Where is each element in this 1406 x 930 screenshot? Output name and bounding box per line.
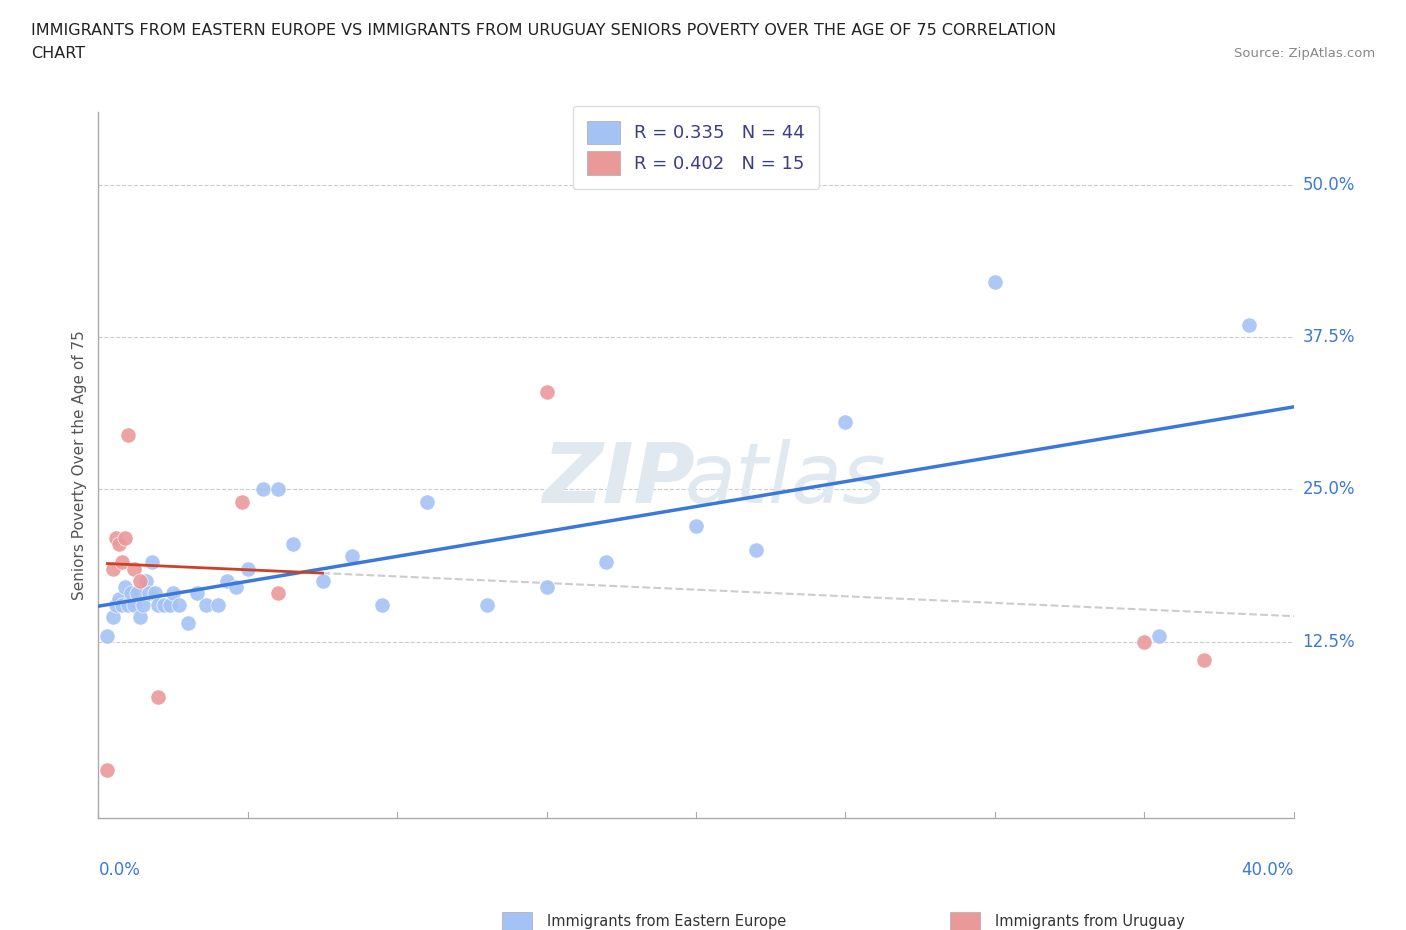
Point (267, 482, 290, 497)
Point (167, 598, 190, 613)
Point (342, 549, 364, 564)
Point (595, 555, 617, 570)
Point (186, 586, 208, 601)
Point (231, 494, 253, 509)
Point (1237, 317, 1260, 332)
Point (984, 274, 1007, 289)
Point (1192, 653, 1215, 668)
Point (120, 586, 142, 601)
Point (153, 598, 176, 613)
Point (96, 763, 118, 777)
Point (215, 573, 238, 588)
Point (745, 543, 768, 558)
Point (105, 531, 128, 546)
Point (311, 573, 333, 588)
Y-axis label: Seniors Poverty Over the Age of 75: Seniors Poverty Over the Age of 75 (72, 330, 87, 600)
Text: Immigrants from Eastern Europe: Immigrants from Eastern Europe (547, 914, 786, 929)
Text: 50.0%: 50.0% (1302, 176, 1355, 193)
Point (138, 586, 160, 601)
Text: CHART: CHART (31, 46, 84, 61)
Point (127, 586, 149, 601)
Point (475, 598, 498, 613)
Text: 25.0%: 25.0% (1302, 481, 1355, 498)
Point (117, 427, 139, 442)
Text: Immigrants from Uruguay: Immigrants from Uruguay (995, 914, 1184, 929)
Point (236, 561, 259, 576)
Point (536, 579, 558, 594)
Point (111, 598, 134, 613)
Point (114, 579, 136, 594)
Point (162, 586, 184, 601)
Point (1133, 634, 1156, 649)
Legend: R = 0.335   N = 44, R = 0.402   N = 15: R = 0.335 N = 44, R = 0.402 N = 15 (572, 107, 820, 189)
Point (416, 494, 439, 509)
Point (371, 598, 394, 613)
Point (135, 573, 157, 588)
Point (105, 598, 128, 613)
Point (141, 555, 163, 570)
Point (195, 598, 218, 613)
Point (117, 598, 139, 613)
Point (207, 598, 229, 613)
Point (148, 598, 170, 613)
Point (225, 579, 247, 594)
Point (834, 415, 856, 430)
Point (129, 610, 152, 625)
Text: atlas: atlas (685, 439, 886, 520)
Point (267, 586, 290, 601)
Point (143, 586, 166, 601)
Text: ZIP: ZIP (541, 439, 695, 520)
Bar (502, 912, 531, 930)
Point (129, 573, 152, 588)
Bar (950, 912, 980, 930)
Point (111, 555, 134, 570)
Point (177, 616, 200, 631)
Point (103, 561, 125, 576)
Point (252, 482, 274, 497)
Text: 37.5%: 37.5% (1302, 328, 1355, 346)
Text: 40.0%: 40.0% (1241, 861, 1294, 879)
Point (685, 519, 707, 534)
Text: 0.0%: 0.0% (98, 861, 141, 879)
Point (96, 628, 118, 643)
Point (114, 531, 136, 546)
Point (281, 537, 304, 551)
Point (148, 689, 170, 704)
Point (159, 598, 181, 613)
Point (132, 598, 155, 613)
Point (124, 598, 146, 613)
Text: 12.5%: 12.5% (1302, 632, 1355, 651)
Point (536, 384, 558, 399)
Point (108, 537, 131, 551)
Point (124, 561, 146, 576)
Point (1147, 628, 1170, 643)
Point (108, 591, 131, 606)
Text: Source: ZipAtlas.com: Source: ZipAtlas.com (1234, 46, 1375, 60)
Text: IMMIGRANTS FROM EASTERN EUROPE VS IMMIGRANTS FROM URUGUAY SENIORS POVERTY OVER T: IMMIGRANTS FROM EASTERN EUROPE VS IMMIGR… (31, 23, 1056, 38)
Point (103, 610, 125, 625)
